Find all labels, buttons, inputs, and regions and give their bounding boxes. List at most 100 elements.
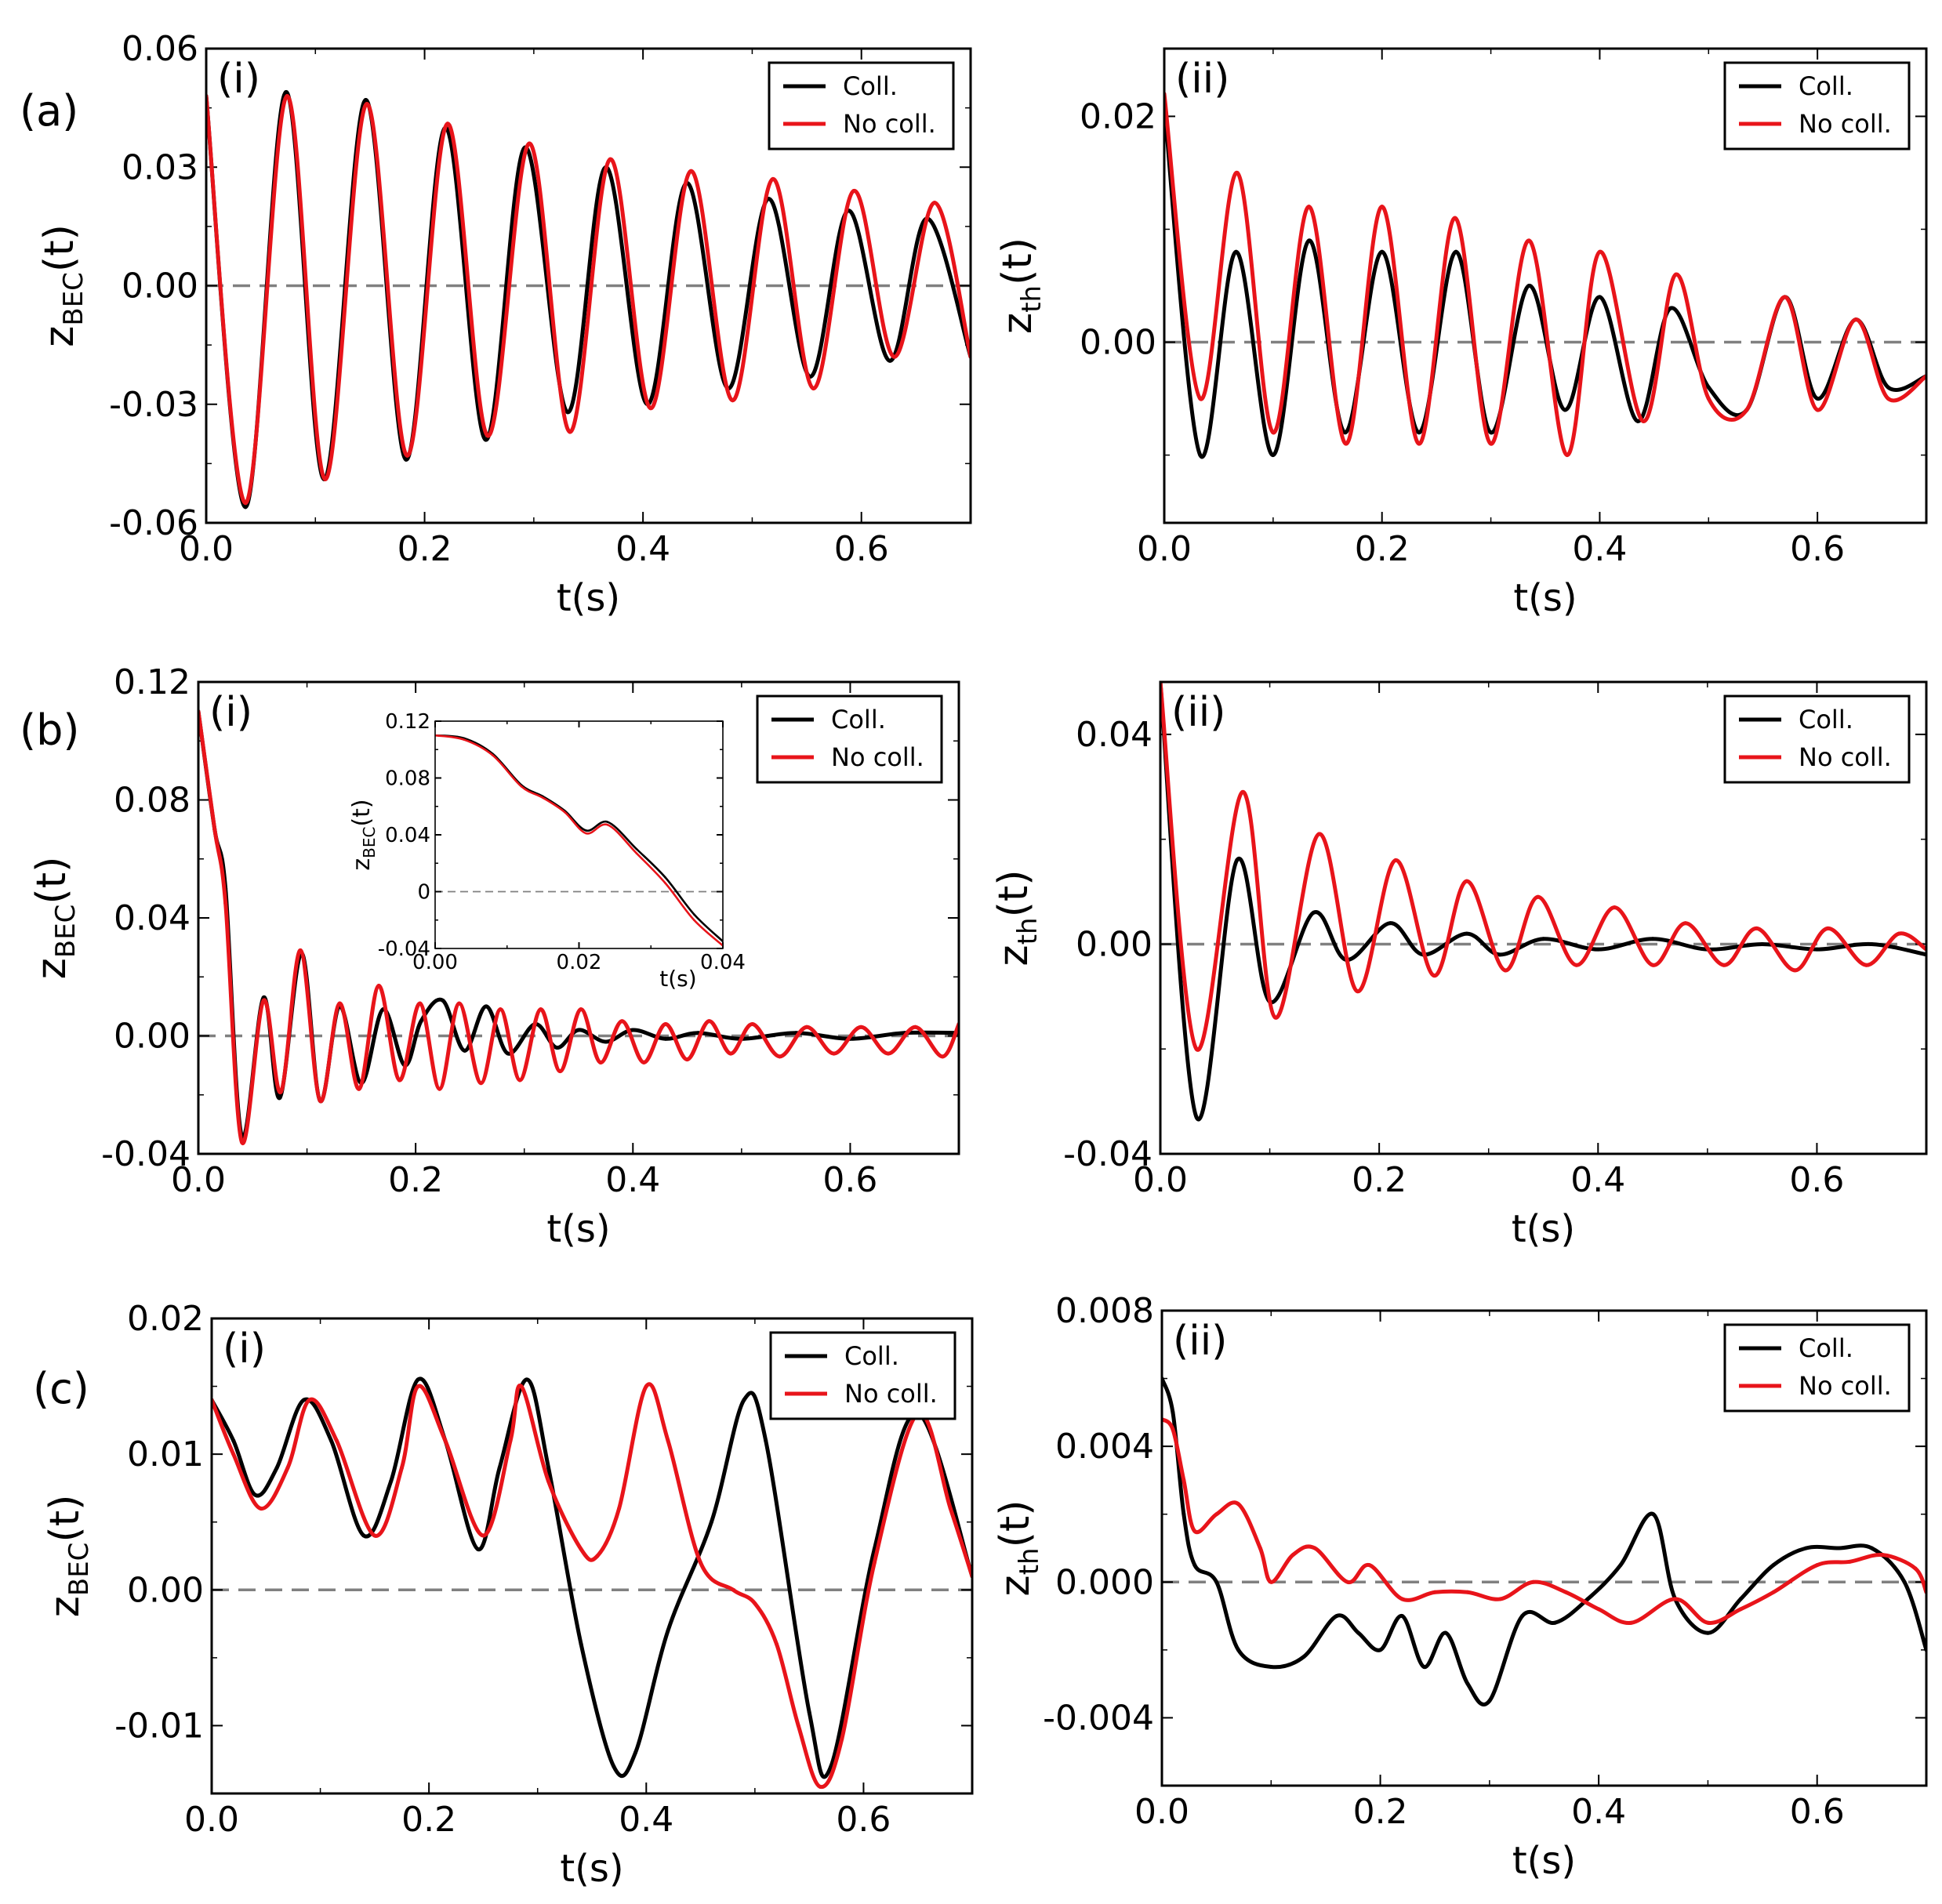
a-i-point <box>243 501 248 506</box>
a-ii-point <box>1453 216 1457 220</box>
c-i-point <box>389 1479 394 1484</box>
a-ii-point <box>1815 408 1820 412</box>
x-tick-label: 0.2 <box>397 529 452 569</box>
c-i-plot-area <box>212 1376 972 1790</box>
inset-point <box>664 876 666 879</box>
c-i-point <box>231 1452 236 1456</box>
b-i-frame <box>197 680 960 1155</box>
b-ii-point <box>1814 947 1819 952</box>
b-i-point <box>463 1048 466 1053</box>
x-tick-label: 0.6 <box>822 1160 877 1200</box>
a-ii-point <box>1706 385 1711 390</box>
c-ii-series-coll <box>1162 1377 1926 1706</box>
a-ii-point <box>1597 295 1602 299</box>
b-i-point <box>441 998 445 1003</box>
a-i-point <box>892 354 896 359</box>
b-ii-point <box>1793 968 1798 973</box>
x-tick-label: 0.4 <box>1570 1160 1625 1200</box>
a-i-point <box>243 505 248 510</box>
x-tick-label: 0.6 <box>1789 1160 1844 1200</box>
c-i-point <box>361 1533 366 1538</box>
y-tick-label: 0.04 <box>114 898 191 938</box>
c-i-point <box>742 1398 746 1402</box>
a-ii-point <box>1198 397 1203 401</box>
a-i-point <box>404 457 408 462</box>
c-i-series-coll <box>212 1376 972 1779</box>
c-ii-point <box>1421 1665 1426 1669</box>
b-ii-point <box>1465 931 1469 936</box>
c-ii-point <box>1171 1427 1175 1431</box>
c-i-legend: Coll. No coll. <box>769 1331 956 1420</box>
c-i-point <box>274 1465 279 1470</box>
b-ii-point <box>1503 968 1508 973</box>
a-ii-point <box>1271 430 1276 435</box>
a-i-point <box>284 89 289 94</box>
c-ii-frame <box>1160 1309 1928 1787</box>
c-ii-point <box>1618 1563 1623 1568</box>
a-ii-point <box>1380 205 1385 209</box>
b-i-point <box>397 1078 401 1083</box>
y-tick-label: 0.12 <box>385 710 430 734</box>
c-ii-point <box>1487 1699 1492 1703</box>
b-i-point <box>832 1051 837 1056</box>
c-i-point <box>329 1438 333 1443</box>
c-ii-point <box>1673 1597 1678 1601</box>
b-ii-point <box>1683 921 1688 926</box>
inset-series-coll <box>435 734 723 942</box>
c-ii-point <box>1705 1630 1710 1635</box>
c-i-point <box>546 1479 551 1484</box>
b-i-point <box>663 1021 668 1026</box>
b-i-point <box>212 827 217 832</box>
b-ii-point <box>1388 921 1392 926</box>
b-i-point <box>554 1046 559 1050</box>
y-tick-label: -0.04 <box>378 937 430 961</box>
a-i-point <box>363 98 368 103</box>
b-i-plot-area <box>198 709 959 1145</box>
b-ii-point <box>1432 974 1436 978</box>
a-ii-point <box>1744 408 1749 412</box>
y-tick-label: 0.00 <box>114 1017 191 1057</box>
b-i-point <box>376 984 381 988</box>
a-i-point <box>851 189 856 193</box>
y-tick-label: 0.03 <box>122 147 198 187</box>
b-i-point <box>418 1001 423 1006</box>
a-i-point <box>771 176 775 181</box>
b-i-point <box>478 1081 483 1086</box>
x-tick-label: 0.0 <box>1133 1160 1188 1200</box>
y-tick-label: -0.004 <box>1043 1698 1154 1738</box>
x-tick-label: 0.4 <box>615 529 670 569</box>
a-i-point <box>365 102 369 107</box>
a-i-point <box>568 430 572 434</box>
a-ii-point <box>1635 419 1640 423</box>
c-ii-point <box>1771 1590 1776 1594</box>
b-i-point <box>484 1004 488 1009</box>
c-i-point <box>497 1465 502 1470</box>
x-tick-label: 0.04 <box>700 951 746 974</box>
a-ii-frame <box>1163 47 1928 524</box>
c-ii-point <box>1182 1478 1186 1482</box>
a-ii-point <box>1641 419 1646 423</box>
c-i-point <box>519 1384 524 1389</box>
b-i-point <box>777 1054 782 1059</box>
c-ii-point <box>1443 1630 1448 1635</box>
a-i-point <box>405 453 409 458</box>
b-i-point <box>517 1078 522 1083</box>
x-tick-label: 0.0 <box>1137 529 1192 569</box>
c-ii-point <box>1399 1614 1404 1619</box>
a-i-ticks: 0.0 0.2 0.4 0.6 -0.06 -0.03 0.00 0.03 0.06 <box>109 29 971 569</box>
c-ii-legend: Coll. No coll. <box>1723 1323 1911 1413</box>
b-i-point <box>750 1021 755 1026</box>
c-i-point <box>307 1398 312 1402</box>
x-tick-label: 0.4 <box>1571 1792 1626 1832</box>
a-ii-point <box>1198 453 1203 458</box>
a-i-point <box>811 386 815 391</box>
b-i-point <box>619 1019 624 1024</box>
c-i-point <box>666 1438 670 1443</box>
a-i-point <box>565 410 570 415</box>
inset-point <box>463 738 465 741</box>
y-tick-label: 0.04 <box>385 824 430 847</box>
x-tick-label: 0.00 <box>412 951 458 974</box>
c-ii-point <box>1585 1597 1590 1601</box>
a-ii-point <box>1454 249 1458 254</box>
